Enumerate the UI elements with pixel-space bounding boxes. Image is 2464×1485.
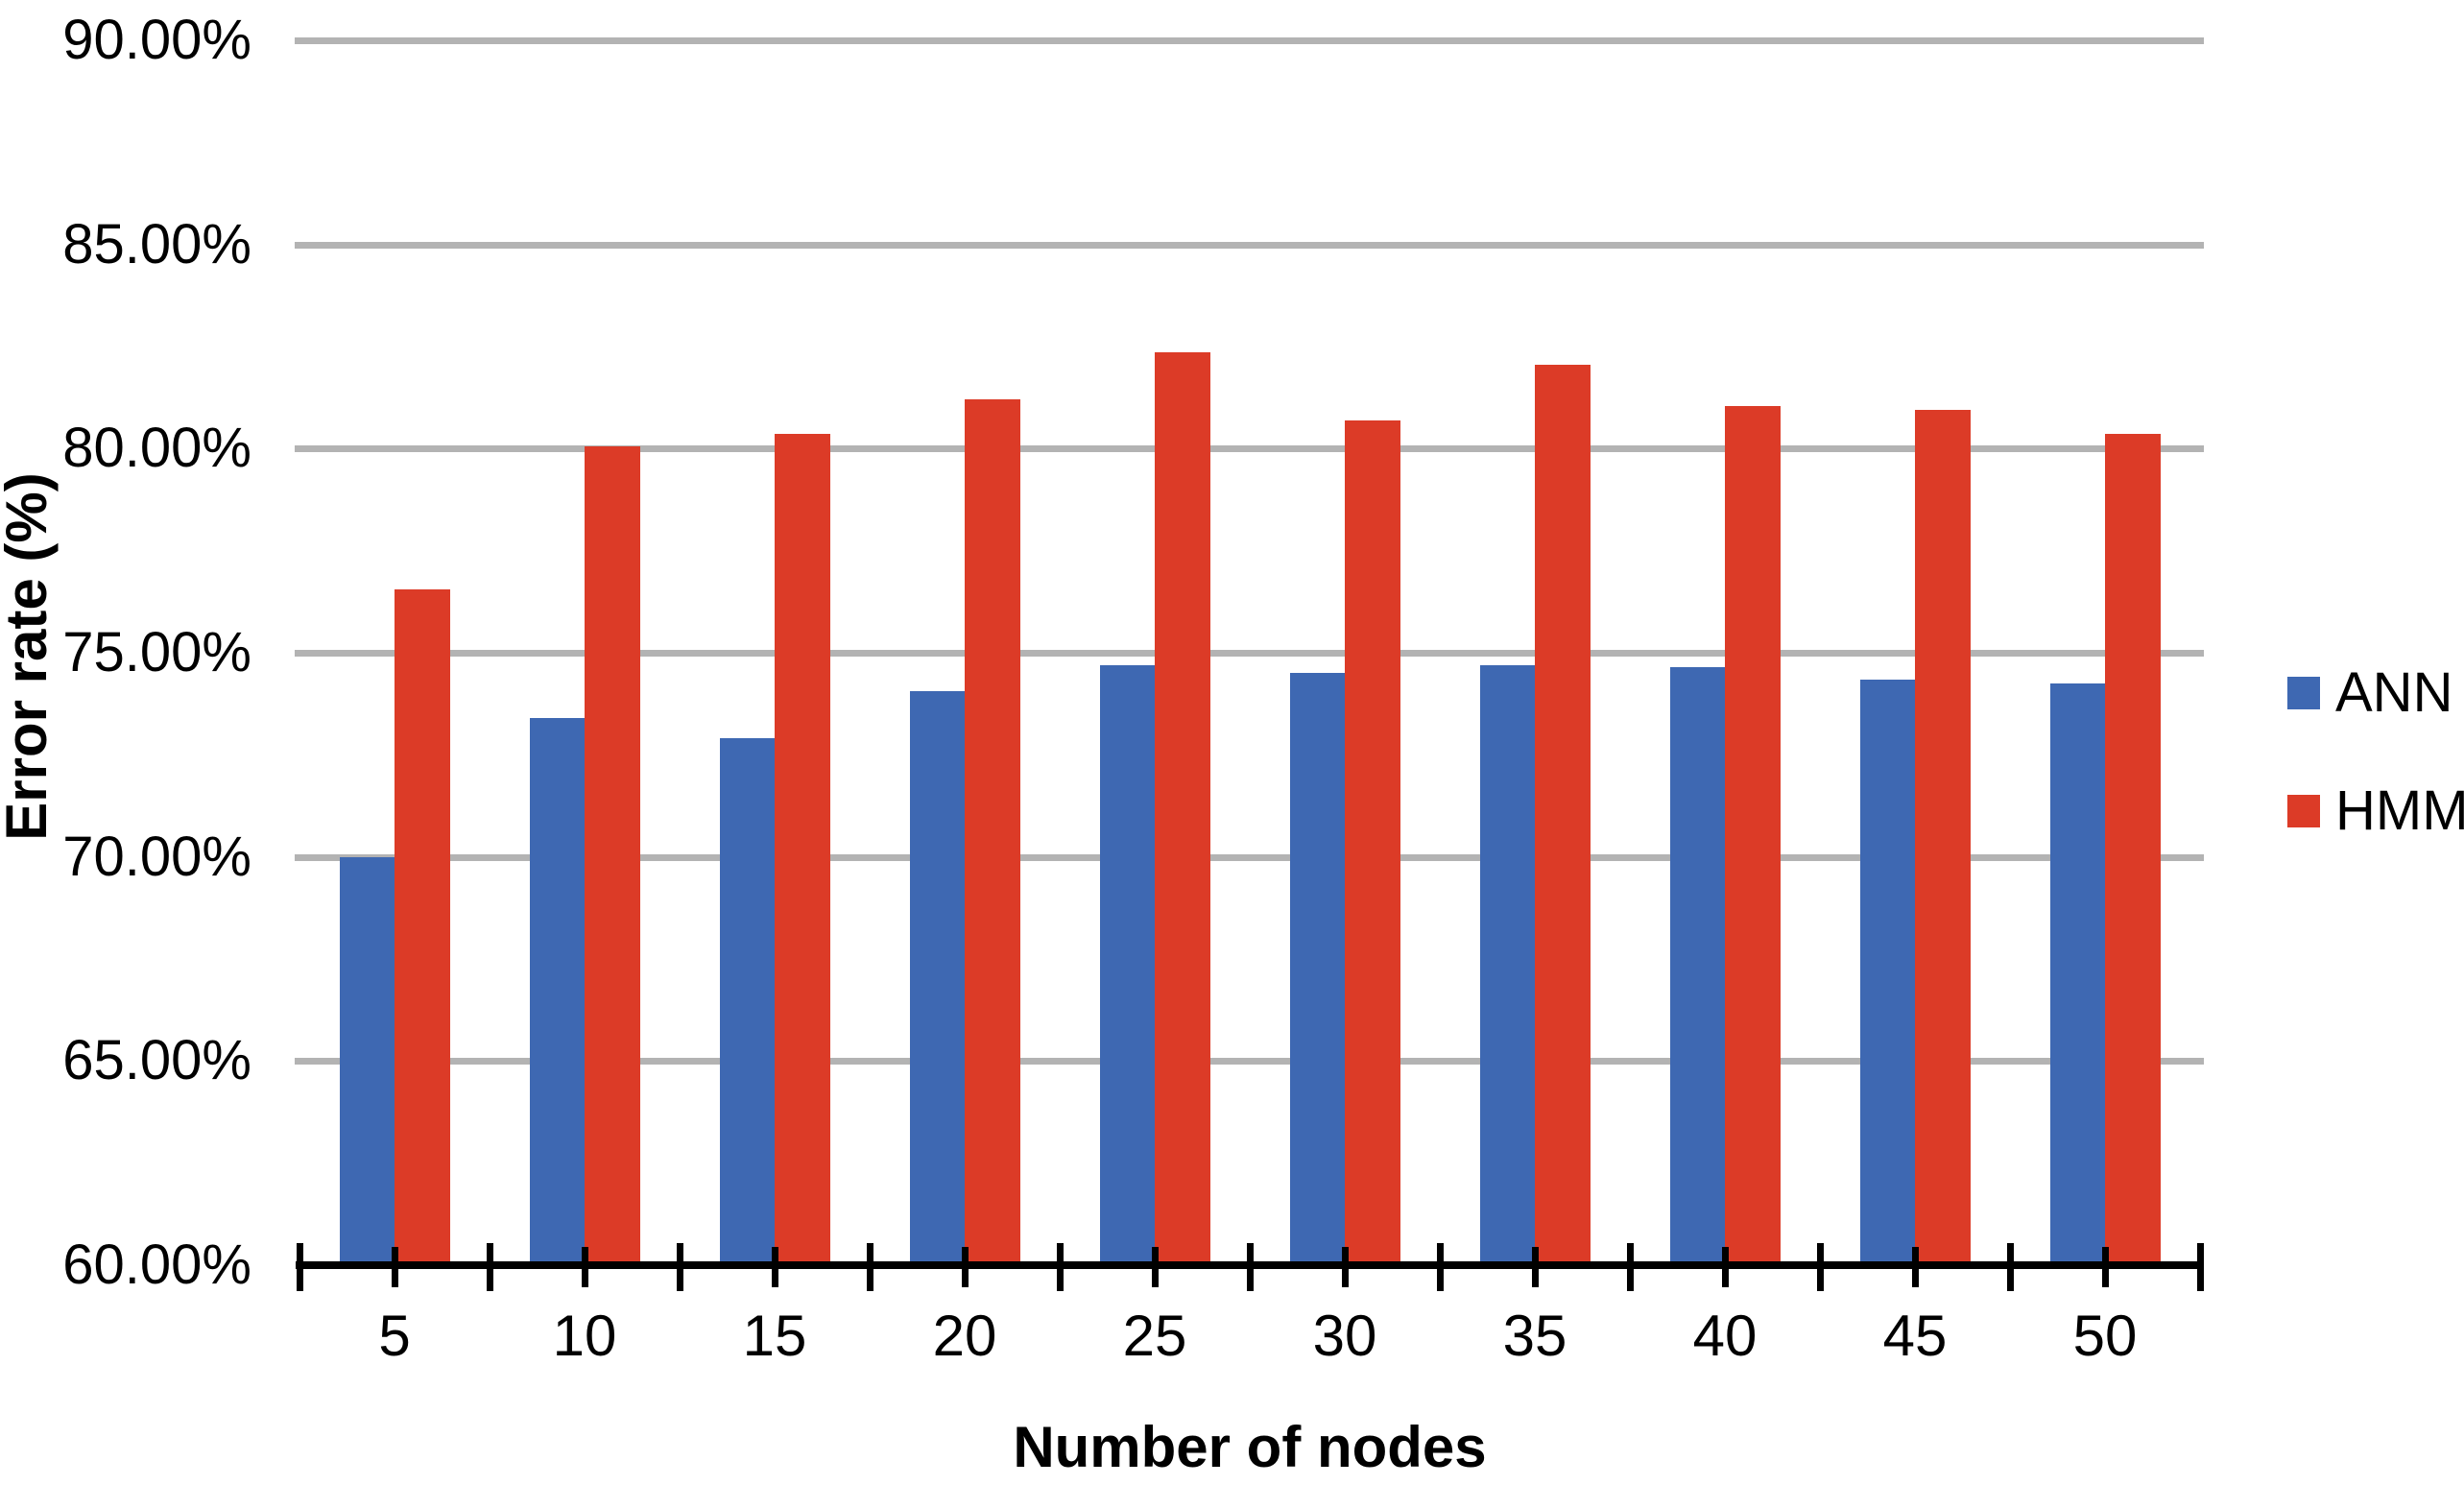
y-tick-label-80: 80.00% — [62, 417, 251, 480]
bar-ann-35 — [1479, 664, 1535, 1263]
x-tick-mark-boundary — [1436, 1243, 1444, 1291]
bar-hmm-30 — [1345, 419, 1400, 1263]
x-tick-label-45: 45 — [1882, 1304, 1948, 1368]
y-tick-label-60: 60.00% — [62, 1234, 251, 1296]
legend-swatch-hmm — [2287, 795, 2320, 827]
gridline-80 — [295, 445, 2204, 453]
x-tick-label-25: 25 — [1122, 1304, 1187, 1368]
bar-ann-50 — [2049, 683, 2105, 1263]
x-tick-mark-boundary — [2196, 1243, 2204, 1291]
x-tick-mark-boundary — [486, 1243, 493, 1291]
x-tick-mark-center — [391, 1247, 398, 1287]
x-tick-label-20: 20 — [932, 1304, 997, 1368]
bar-hmm-5 — [395, 589, 450, 1263]
x-tick-mark-center — [961, 1247, 969, 1287]
bar-hmm-10 — [585, 446, 640, 1263]
x-tick-mark-center — [1341, 1247, 1349, 1287]
x-tick-mark-center — [1151, 1247, 1159, 1287]
bar-ann-45 — [1859, 679, 1915, 1263]
bar-ann-40 — [1669, 666, 1725, 1263]
legend-swatch-ann — [2287, 677, 2320, 709]
bar-hmm-25 — [1155, 352, 1210, 1263]
bar-ann-25 — [1099, 664, 1155, 1263]
bar-hmm-15 — [775, 434, 830, 1263]
x-tick-label-10: 10 — [552, 1304, 617, 1368]
bar-ann-15 — [719, 738, 775, 1263]
y-tick-label-75: 75.00% — [62, 621, 251, 683]
y-axis-title: Error rate (%) — [0, 472, 59, 841]
x-tick-mark-center — [2101, 1247, 2109, 1287]
legend-item-ann: ANN — [2287, 665, 2452, 721]
gridline-75 — [295, 650, 2204, 657]
gridline-65 — [295, 1058, 2204, 1066]
legend-label-ann: ANN — [2335, 661, 2453, 724]
x-tick-label-15: 15 — [742, 1304, 807, 1368]
x-tick-mark-boundary — [866, 1243, 873, 1291]
x-tick-mark-center — [581, 1247, 588, 1287]
x-tick-mark-boundary — [1626, 1243, 1634, 1291]
x-tick-mark-center — [1531, 1247, 1539, 1287]
x-tick-label-50: 50 — [2072, 1304, 2138, 1368]
gridline-70 — [295, 853, 2204, 861]
gridline-85 — [295, 241, 2204, 249]
legend-label-hmm: HMM — [2335, 779, 2464, 842]
x-axis-title: Number of nodes — [1013, 1415, 1487, 1479]
y-tick-label-70: 70.00% — [62, 825, 251, 888]
x-tick-mark-center — [1911, 1247, 1919, 1287]
bar-ann-20 — [909, 691, 965, 1263]
x-tick-label-35: 35 — [1502, 1304, 1567, 1368]
x-tick-mark-boundary — [296, 1243, 303, 1291]
y-tick-label-65: 65.00% — [62, 1029, 251, 1092]
gridline-90 — [295, 37, 2204, 44]
x-tick-mark-boundary — [1246, 1243, 1254, 1291]
x-tick-mark-boundary — [1816, 1243, 1824, 1291]
bar-ann-30 — [1289, 673, 1345, 1263]
x-tick-label-5: 5 — [378, 1304, 411, 1368]
bar-hmm-50 — [2105, 434, 2161, 1263]
bar-hmm-45 — [1915, 409, 1971, 1263]
x-tick-mark-center — [1721, 1247, 1729, 1287]
x-tick-label-40: 40 — [1692, 1304, 1758, 1368]
x-tick-mark-boundary — [1056, 1243, 1064, 1291]
bar-hmm-40 — [1725, 405, 1781, 1263]
legend-item-hmm: HMM — [2287, 783, 2464, 839]
x-tick-mark-boundary — [2006, 1243, 2014, 1291]
y-tick-label-90: 90.00% — [62, 9, 251, 71]
bar-ann-10 — [529, 718, 585, 1263]
bar-ann-5 — [339, 856, 395, 1263]
x-tick-label-30: 30 — [1312, 1304, 1377, 1368]
x-tick-mark-boundary — [676, 1243, 683, 1291]
x-tick-mark-center — [771, 1247, 778, 1287]
y-tick-label-85: 85.00% — [62, 212, 251, 275]
bar-hmm-20 — [965, 399, 1020, 1263]
bar-hmm-35 — [1535, 365, 1591, 1263]
